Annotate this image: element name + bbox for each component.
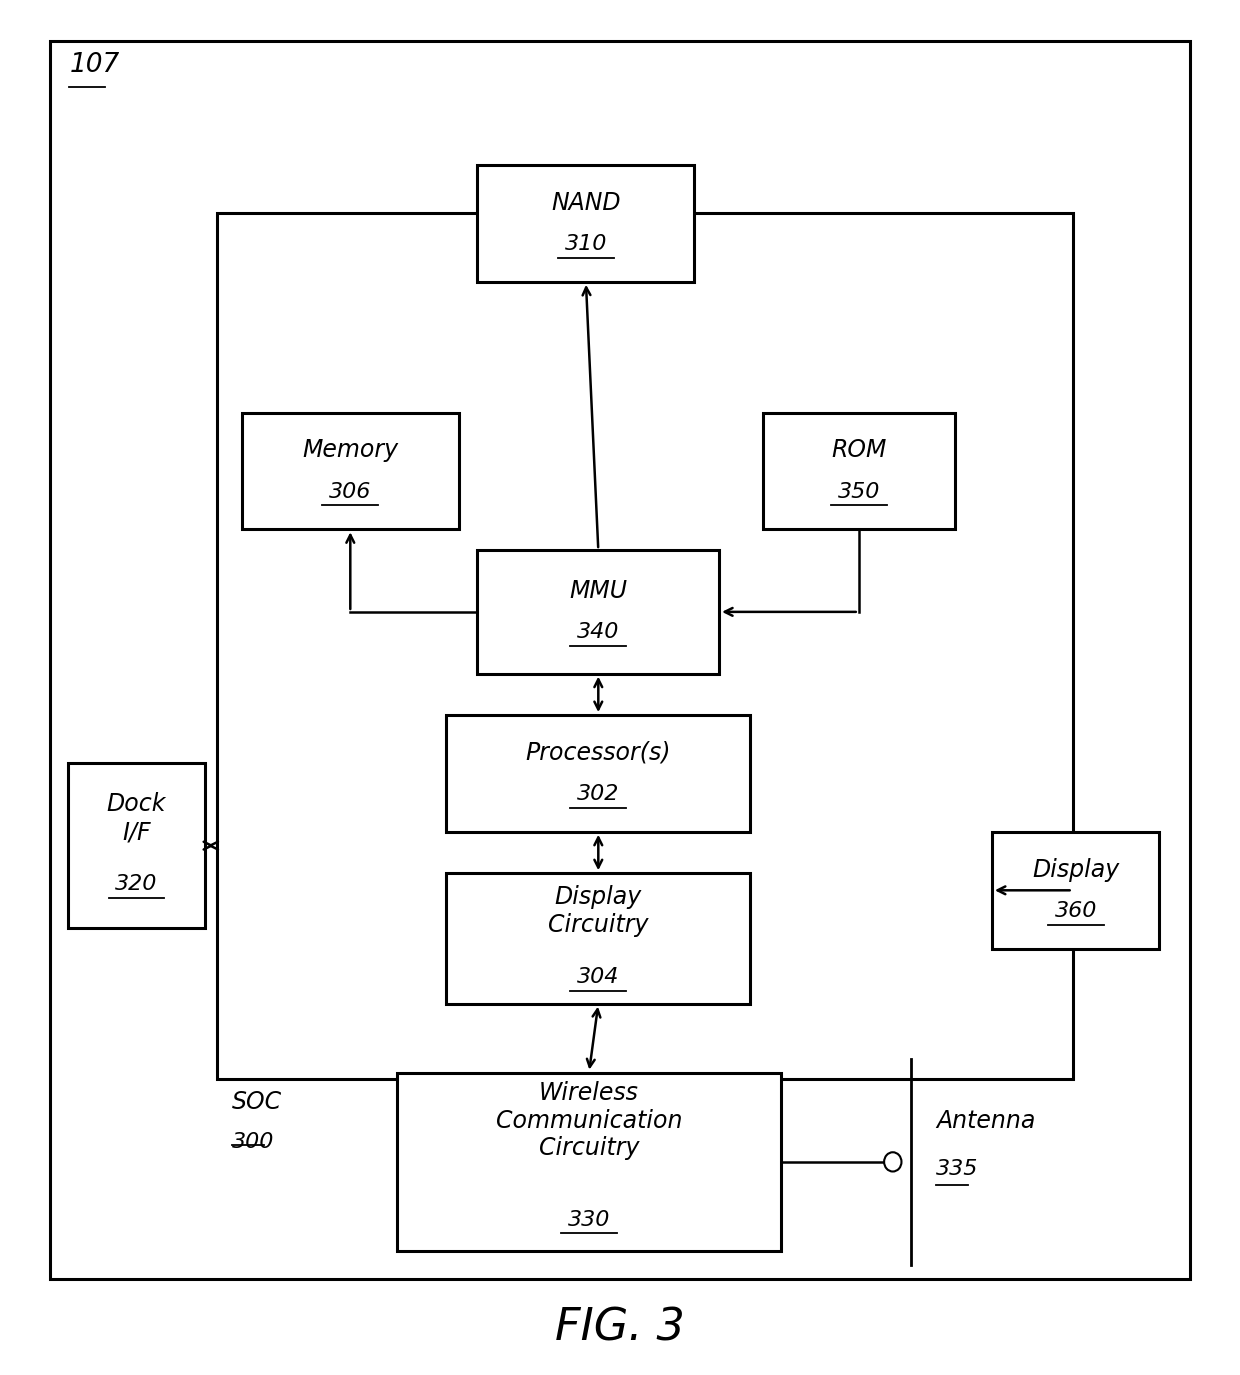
Text: 306: 306 bbox=[329, 481, 372, 502]
Text: Dock
I/F: Dock I/F bbox=[107, 792, 166, 844]
Text: Wireless
Communication
Circuitry: Wireless Communication Circuitry bbox=[496, 1081, 682, 1160]
Text: 350: 350 bbox=[837, 481, 880, 502]
Text: ROM: ROM bbox=[831, 439, 887, 462]
Text: SOC: SOC bbox=[232, 1090, 281, 1114]
Text: 107: 107 bbox=[69, 52, 120, 78]
Bar bbox=[397, 1072, 781, 1251]
Bar bbox=[242, 412, 459, 529]
Bar bbox=[446, 873, 750, 1004]
Text: 330: 330 bbox=[568, 1210, 610, 1229]
Bar bbox=[68, 763, 205, 928]
Text: 340: 340 bbox=[577, 623, 620, 642]
Text: 300: 300 bbox=[232, 1132, 274, 1152]
Text: MMU: MMU bbox=[569, 579, 627, 604]
Bar bbox=[477, 550, 719, 674]
Text: 335: 335 bbox=[936, 1159, 978, 1178]
Text: 320: 320 bbox=[115, 874, 157, 894]
Text: Memory: Memory bbox=[303, 439, 398, 462]
Bar bbox=[477, 165, 694, 282]
Bar bbox=[992, 832, 1159, 949]
Text: 304: 304 bbox=[577, 967, 620, 987]
Bar bbox=[446, 715, 750, 832]
Text: Antenna: Antenna bbox=[936, 1108, 1035, 1133]
Bar bbox=[763, 412, 955, 529]
Text: Display: Display bbox=[1032, 858, 1120, 881]
Text: FIG. 3: FIG. 3 bbox=[556, 1306, 684, 1350]
Text: NAND: NAND bbox=[551, 191, 621, 214]
Text: 302: 302 bbox=[577, 784, 620, 804]
Bar bbox=[217, 213, 1073, 1079]
Circle shape bbox=[884, 1152, 901, 1172]
Text: 360: 360 bbox=[1054, 901, 1097, 921]
Text: 310: 310 bbox=[564, 234, 608, 254]
Text: Display
Circuitry: Display Circuitry bbox=[548, 886, 649, 936]
Text: Processor(s): Processor(s) bbox=[526, 741, 671, 764]
